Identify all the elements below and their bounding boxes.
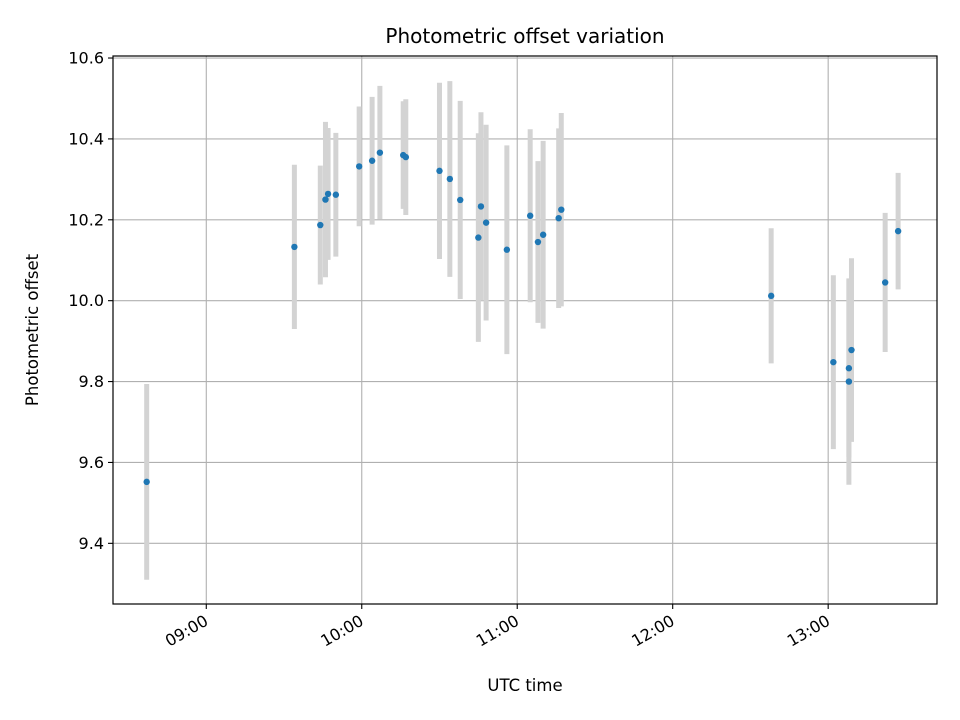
data-point (402, 153, 410, 161)
data-point (322, 196, 329, 203)
data-point (526, 212, 534, 219)
data-point (539, 231, 547, 238)
data-point (457, 196, 464, 204)
data-point (555, 214, 562, 222)
x-axis-ticks: 09:00 10:00 11:00 12:00 13:00 (162, 604, 833, 651)
y-tick-label: 9.6 (79, 453, 104, 472)
data-point (830, 358, 837, 366)
data-point (446, 175, 454, 183)
data-point (845, 378, 853, 385)
data-point (291, 243, 298, 251)
data-point (558, 206, 565, 213)
data-point (503, 246, 511, 253)
y-tick-label: 10.4 (68, 129, 104, 148)
data-point (143, 478, 150, 486)
data-point (534, 238, 542, 246)
data-point (482, 219, 490, 226)
data-point (894, 227, 902, 235)
axes-frame (112, 55, 938, 605)
y-axis-ticks: 9.4 9.6 9.8 10.0 10.2 10.4 10.6 (68, 49, 113, 553)
data-point (845, 365, 853, 372)
data-point (767, 292, 775, 300)
data-point (436, 167, 443, 175)
data-point (355, 163, 363, 170)
y-tick-label: 9.8 (79, 372, 104, 391)
y-axis-label: Photometric offset (23, 253, 42, 406)
data-points (143, 149, 902, 486)
data-point (376, 149, 384, 156)
y-tick-label: 10.6 (68, 49, 104, 68)
data-point (475, 234, 482, 241)
data-point (848, 346, 855, 354)
data-point (477, 203, 485, 210)
data-point (881, 279, 889, 286)
y-tick-label: 10.2 (68, 210, 104, 229)
data-point (368, 157, 376, 164)
y-tick-label: 10.0 (68, 291, 104, 310)
y-tick-label: 9.4 (79, 534, 104, 553)
data-point (317, 221, 324, 229)
x-axis-label: UTC time (487, 676, 562, 695)
chart-title: Photometric offset variation (385, 24, 664, 48)
data-point (332, 191, 340, 198)
grid (113, 56, 937, 604)
data-point (324, 190, 332, 198)
